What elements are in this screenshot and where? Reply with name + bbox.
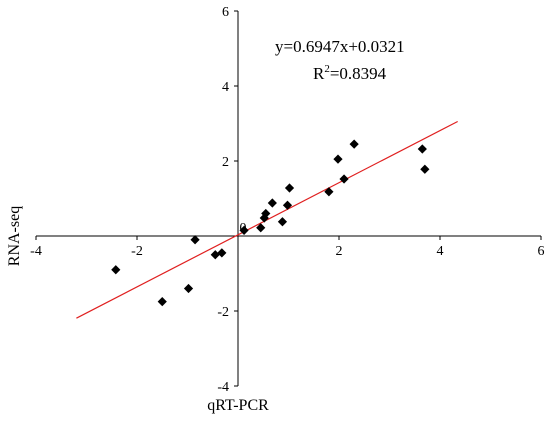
- data-point: [157, 297, 167, 307]
- data-point: [190, 235, 200, 245]
- trend-equation: y=0.6947x+0.0321: [275, 37, 405, 56]
- x-tick-label: -2: [131, 244, 143, 259]
- data-point: [267, 198, 277, 208]
- data-point: [282, 200, 293, 210]
- data-point: [277, 217, 288, 227]
- r-squared-prefix: R: [313, 64, 325, 83]
- y-axis-title: RNA-seq: [6, 206, 23, 266]
- y-tick-label: 2: [222, 155, 229, 170]
- x-tick-label: -4: [30, 244, 42, 259]
- data-point: [239, 225, 249, 235]
- data-point: [284, 183, 295, 193]
- x-axis-title: qRT-PCR: [207, 397, 269, 414]
- y-tick-label: -2: [217, 305, 229, 320]
- tick-marks: [35, 10, 542, 387]
- data-point: [339, 174, 349, 184]
- x-tick-label: 6: [538, 244, 545, 259]
- data-point: [256, 223, 266, 233]
- data-point: [349, 139, 359, 149]
- r-squared-value: =0.8394: [330, 64, 387, 83]
- data-point: [183, 283, 194, 294]
- x-tick-label: 4: [437, 244, 444, 259]
- data-point: [210, 250, 220, 260]
- data-point: [420, 164, 430, 174]
- r-squared: R2=0.8394: [313, 63, 387, 83]
- data-point: [324, 187, 334, 197]
- x-tick-label: 2: [336, 244, 343, 259]
- data-point: [333, 154, 343, 164]
- data-point: [111, 265, 121, 275]
- data-point: [417, 144, 427, 154]
- r-squared-superscript: 2: [324, 63, 330, 75]
- data-points: [111, 139, 430, 307]
- y-tick-label: -4: [217, 380, 229, 395]
- data-point: [261, 208, 271, 219]
- data-point: [217, 248, 227, 258]
- y-tick-label: 6: [222, 5, 229, 20]
- y-tick-label: 4: [222, 80, 229, 95]
